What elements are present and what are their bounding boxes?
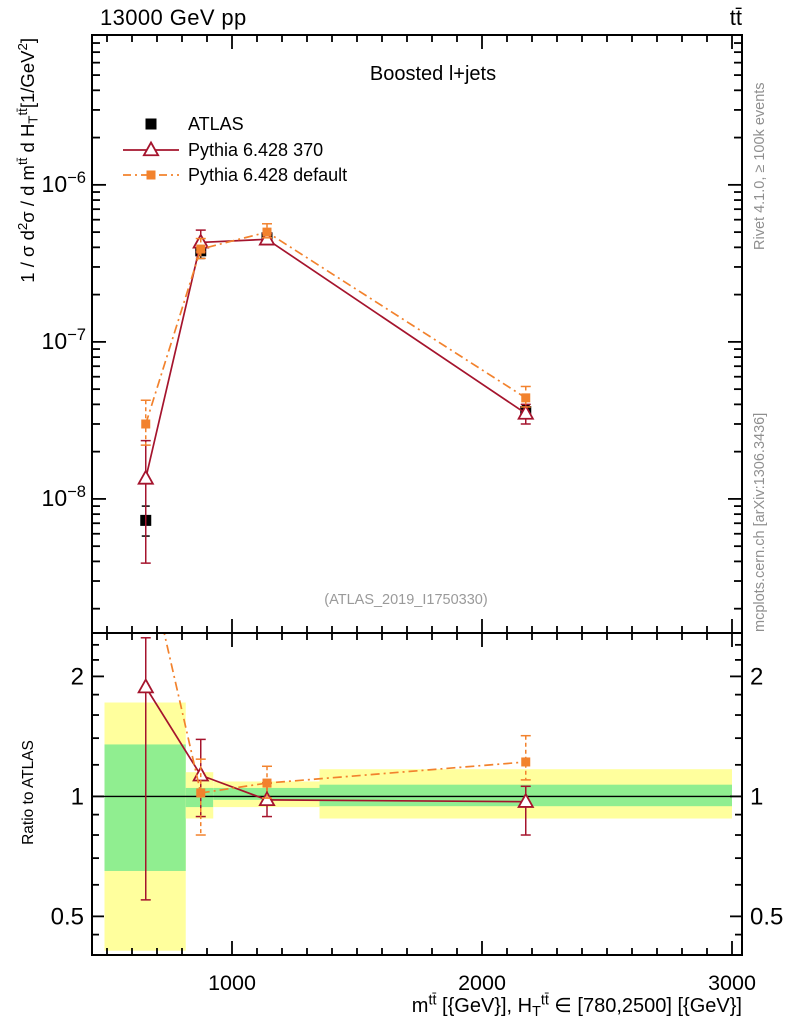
ratio-panel-series [92, 633, 742, 901]
legend-markers [123, 118, 179, 180]
series-main-pythia-370 [137, 229, 535, 564]
svg-text:10−8​: 10−8​ [42, 482, 86, 511]
ratio-axis-title: Ratio to ATLAS [20, 740, 37, 845]
series-main-pythia-default [140, 223, 531, 446]
rivet-version-caption: Rivet 4.1.0, ≥ 100k events [752, 82, 768, 250]
legend-label-pythia-370: Pythia 6.428 370 [188, 140, 324, 160]
svg-text:mtt̄​ [{GeV}], HT​tt̄​ ∈ [780,: mtt̄​ [{GeV}], HT​tt̄​ ∈ [780,2500] [{Ge… [412, 992, 742, 1020]
axes-frame-ticks [91, 34, 743, 956]
svg-text:1: 1 [750, 783, 763, 810]
process-title: tt̄ [729, 5, 742, 30]
analysis-watermark: (ATLAS_2019_I1750330) [324, 592, 488, 608]
svg-text:2: 2 [71, 663, 84, 690]
plot-title: Boosted l+jets [369, 63, 497, 85]
svg-text:2: 2 [750, 663, 763, 690]
series-main-atlas [140, 232, 532, 537]
series-ratio-pythia-370 [137, 637, 535, 901]
beam-energy-title: 13000 GeV pp [100, 5, 247, 30]
svg-text:1: 1 [71, 783, 84, 810]
svg-text:2000: 2000 [458, 971, 506, 995]
svg-text:0.5: 0.5 [750, 903, 783, 930]
svg-text:3000: 3000 [708, 971, 756, 995]
svg-text:1000: 1000 [208, 971, 256, 995]
legend-label-atlas: ATLAS [188, 114, 244, 134]
svg-text:10−6​: 10−6​ [42, 168, 86, 197]
legend-label-pythia-default: Pythia 6.428 default [188, 165, 348, 185]
main-panel-series [137, 223, 535, 564]
mcplots-arxiv-caption: mcplots.cern.ch [arXiv:1306.3436] [752, 412, 768, 632]
svg-text:10−7​: 10−7​ [42, 325, 86, 354]
svg-text:1 / σ d2​σ / d mtt̄​ d HT​tt̄​: 1 / σ d2​σ / d mtt̄​ d HT​tt̄​[1/GeV2​] [15, 38, 41, 283]
axis-labels: 1000 2000 3000 10−8​ 10−7​ 10−6​ 0.5 0.5 1 1 2 2 mtt… [15, 38, 783, 1020]
svg-text:0.5: 0.5 [51, 903, 84, 930]
series-ratio-pythia-default [163, 633, 531, 836]
